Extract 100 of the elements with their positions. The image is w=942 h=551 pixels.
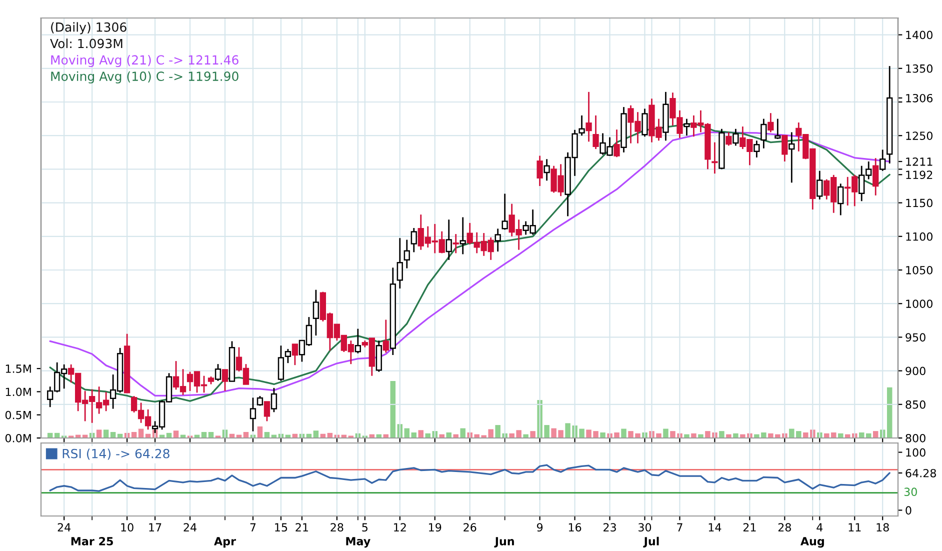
y2-tick-label: 0.0M [5, 434, 31, 442]
candlestick [396, 237, 403, 290]
x-tick-label: 11 [848, 523, 861, 532]
bar [418, 430, 424, 438]
y-tick-label: 64.28 [906, 468, 936, 478]
bar [719, 431, 724, 438]
x-tick-label: 15 [275, 523, 288, 532]
bar [663, 428, 668, 438]
y-tick-label: 900 [906, 366, 926, 376]
y-tick-label: 1150 [906, 198, 932, 208]
candlestick [446, 218, 452, 261]
candlestick [816, 170, 823, 200]
x-tick-label: 26 [464, 523, 476, 532]
candlestick [214, 363, 222, 382]
y-tick-label: 1306 [906, 94, 933, 102]
candlestick [312, 289, 320, 336]
candlestick [278, 344, 284, 382]
candlestick [382, 319, 389, 354]
x-tick-label: Jul [643, 536, 659, 548]
candlestick [732, 128, 739, 146]
candlestick [292, 344, 298, 366]
candlestick [536, 155, 543, 187]
candlestick [592, 114, 599, 150]
candlestick [586, 91, 592, 142]
candlestick [774, 118, 781, 140]
y-tick-label: 1000 [906, 300, 932, 308]
x-tick-label: 16 [568, 523, 582, 532]
bar [838, 433, 844, 438]
candlestick [684, 118, 690, 136]
legend-label: RSI (14) -> 64.28 [62, 448, 170, 460]
bar [600, 432, 606, 438]
y-tick-label: 1192 [906, 170, 932, 180]
text: Moving Avg (21) C -> 1211.46 [51, 54, 238, 68]
candlestick [494, 228, 501, 252]
x-tick-label: 28 [778, 523, 791, 532]
candlestick [712, 142, 718, 174]
bar [733, 433, 738, 438]
candlestick [452, 233, 459, 254]
bar [96, 430, 102, 438]
y-tick-label: 0 [906, 506, 912, 515]
y-tick-label: 850 [906, 400, 926, 409]
candlestick [284, 348, 292, 364]
candlestick [544, 158, 550, 182]
y-tick-label: 1350 [906, 64, 932, 73]
x-tick-label: 17 [149, 523, 162, 532]
x-tick-label: 30 [638, 523, 652, 532]
bar [313, 430, 319, 438]
x-tick-label: 7 [250, 523, 256, 532]
candlestick [872, 157, 879, 196]
candlestick [410, 227, 417, 253]
candlestick [880, 149, 886, 172]
y-tick-label: 1100 [906, 232, 932, 241]
candlestick [788, 132, 795, 184]
candlestick [250, 396, 256, 432]
line-series [49, 464, 890, 492]
annotation: Vol: 1.093M [50, 38, 122, 48]
x-tick-label: 9 [536, 523, 543, 532]
x-tick-label: 28 [330, 523, 344, 532]
x-tick-label: 4 [816, 523, 823, 532]
y2-tick-label: 0.5M [5, 410, 31, 420]
x-tick-label: 24 [184, 523, 196, 532]
candlestick [642, 108, 648, 138]
candlestick [502, 193, 508, 230]
candlestick [460, 216, 466, 255]
bar [446, 432, 452, 438]
x-tick-label: 21 [296, 523, 308, 532]
y2-tick-label: 1.5M [6, 364, 31, 373]
y2-tick-label: 1.0M [6, 388, 31, 396]
candlestick [614, 128, 620, 158]
candlestick [578, 114, 585, 136]
y-tick-label: 950 [906, 333, 926, 342]
x-tick-label: May [346, 537, 370, 548]
bar [103, 430, 109, 438]
candlestick [838, 182, 844, 216]
x-tick-label: 14 [708, 523, 722, 532]
bar [530, 431, 536, 438]
y-tick-label: 1050 [906, 266, 932, 274]
y-tick-label: 100 [906, 448, 926, 457]
bar [138, 428, 144, 438]
candlestick [768, 112, 774, 133]
ref-line-label: 30 [904, 488, 917, 496]
y-tick-label: 1250 [906, 132, 932, 140]
x-tick-label: 5 [362, 523, 368, 532]
candlestick [222, 369, 228, 392]
bar [257, 426, 263, 438]
candlestick [270, 387, 278, 413]
candlestick [354, 328, 361, 354]
x-tick-label: 21 [743, 523, 756, 532]
candlestick [264, 401, 270, 422]
x-tick-label: 12 [394, 523, 406, 532]
x-tick-label: Aug [800, 537, 824, 548]
chart-title: (Daily) 1306 [51, 22, 126, 34]
bar [390, 381, 396, 438]
candlestick [404, 239, 410, 270]
y-tick-label: 1211 [906, 157, 932, 166]
bar [691, 433, 696, 438]
x-tick-label: 10 [121, 523, 134, 532]
candlestick [760, 118, 767, 150]
y-tick-label: 800 [906, 434, 926, 442]
x-tick-label: 7 [677, 523, 682, 532]
